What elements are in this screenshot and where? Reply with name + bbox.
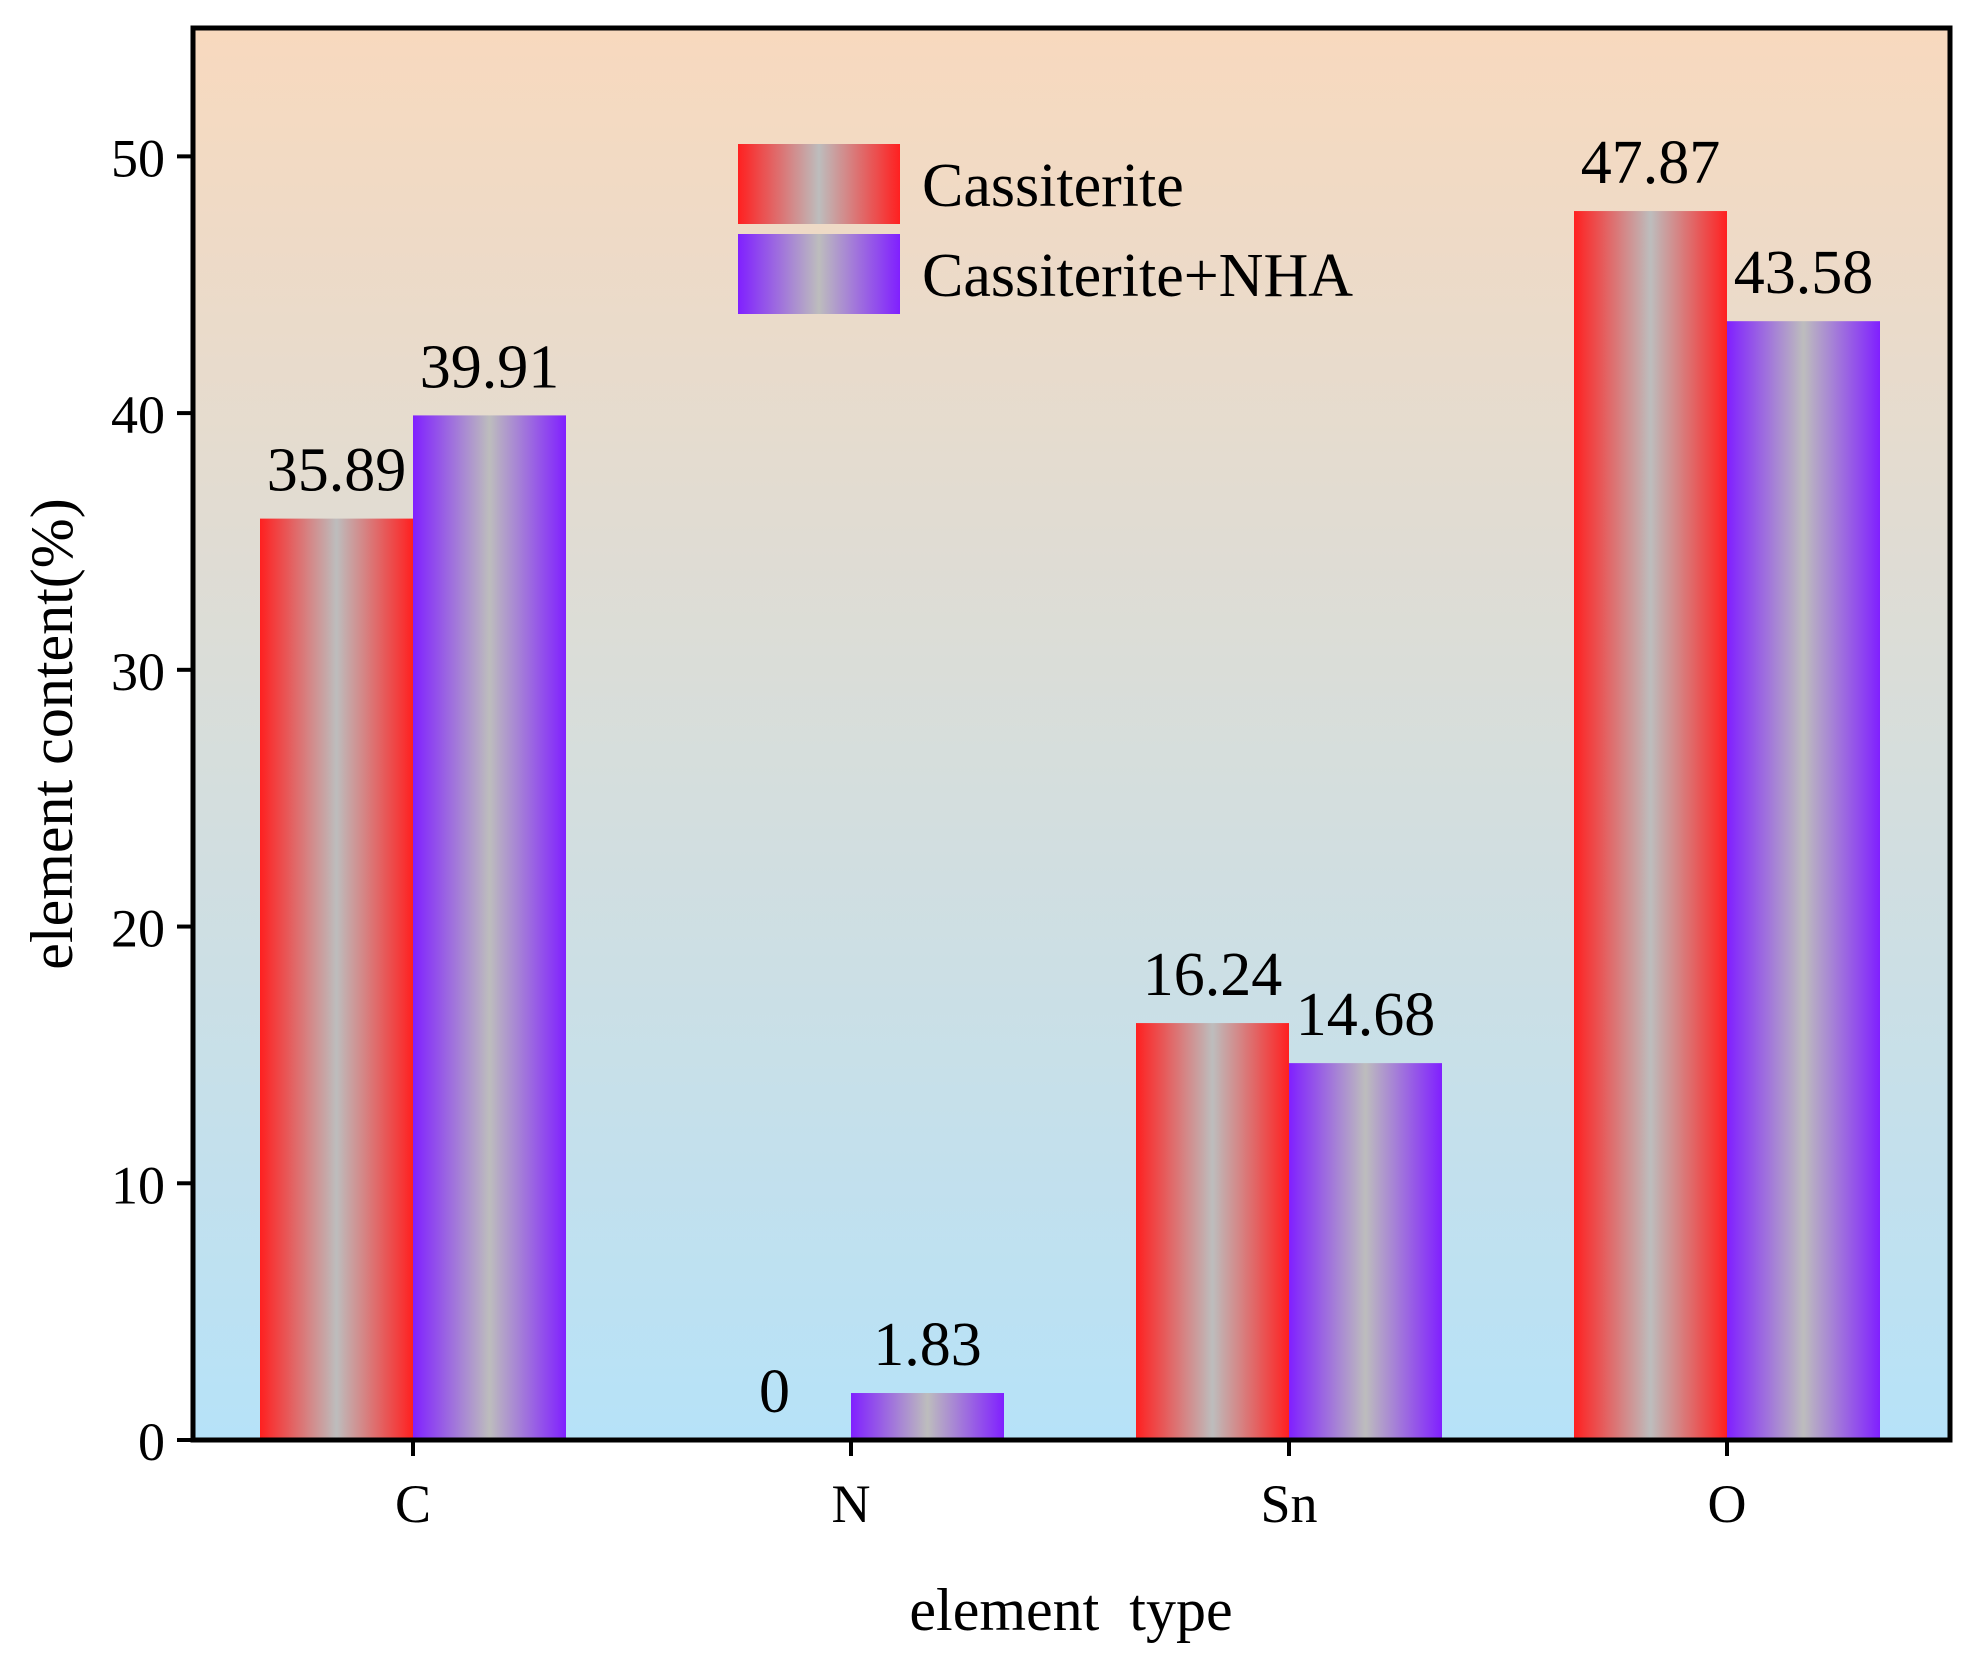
bar-sn-series-0 <box>1136 1023 1289 1440</box>
legend-swatch-series-1 <box>738 234 900 314</box>
legend-label-series-1: Cassiterite+NHA <box>922 242 1353 310</box>
data-label-sn-series-0: 16.24 <box>1143 941 1283 1009</box>
data-label-o-series-1: 43.58 <box>1734 239 1874 307</box>
x-axis-title: element type <box>909 1577 1232 1643</box>
legend: Cassiterite Cassiterite+NHA <box>738 144 1353 314</box>
y-tick-label: 50 <box>111 128 165 188</box>
data-label-n-series-0: 0 <box>759 1358 790 1426</box>
data-label-c-series-1: 39.91 <box>420 333 560 401</box>
legend-label-series-0: Cassiterite <box>922 152 1184 220</box>
x-tick-label-c: C <box>395 1474 431 1534</box>
bar-c-series-1 <box>413 415 566 1440</box>
y-tick-label: 0 <box>138 1412 165 1472</box>
y-tick-label: 10 <box>111 1155 165 1215</box>
legend-swatch-series-0 <box>738 144 900 224</box>
y-tick-label: 20 <box>111 899 165 959</box>
bar-sn-series-1 <box>1289 1063 1442 1440</box>
bar-o-series-0 <box>1574 211 1727 1441</box>
data-label-sn-series-1: 14.68 <box>1296 981 1436 1049</box>
data-label-n-series-1: 1.83 <box>873 1311 982 1379</box>
bar-c-series-0 <box>260 518 413 1440</box>
data-label-o-series-0: 47.87 <box>1581 129 1721 197</box>
plot-frame <box>190 25 1953 1443</box>
data-label-c-series-0: 35.89 <box>267 437 407 505</box>
bar-o-series-1 <box>1727 321 1880 1440</box>
x-tick-label-o: O <box>1708 1474 1747 1534</box>
x-tick-label-n: N <box>832 1474 871 1534</box>
y-axis-title: element content(%) <box>19 498 85 969</box>
x-tick-label-sn: Sn <box>1260 1474 1317 1534</box>
y-tick-label: 40 <box>111 385 165 445</box>
bars-layer <box>260 211 1880 1441</box>
axes-layer: 0 10 20 30 40 50 C N Sn O <box>111 25 1953 1534</box>
y-tick-label: 30 <box>111 642 165 702</box>
bar-n-series-1 <box>851 1393 1004 1440</box>
